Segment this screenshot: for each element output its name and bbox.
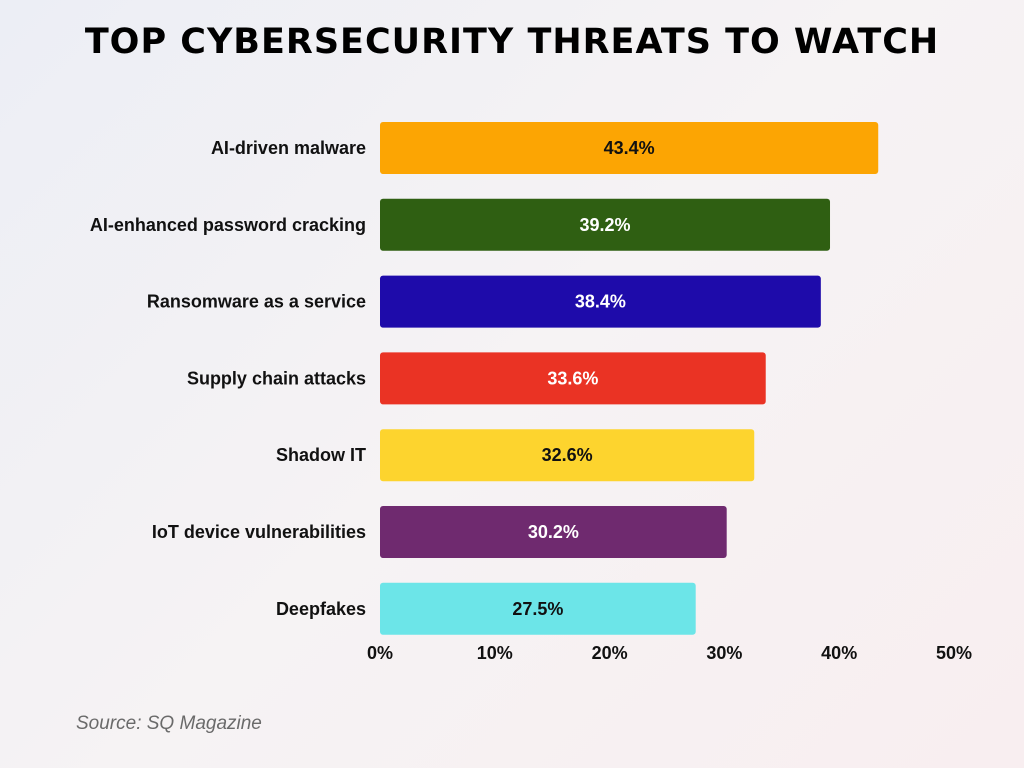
value-label-iot-device-vulnerabilities: 30.2% (528, 522, 579, 542)
chart-title: TOP CYBERSECURITY THREATS TO WATCH (84, 22, 940, 62)
value-label-deepfakes: 27.5% (512, 599, 563, 619)
bar-iot-device-vulnerabilities (380, 506, 727, 558)
value-label-supply-chain-attacks: 33.6% (547, 368, 598, 388)
value-label-ransomware-as-a-service: 38.4% (575, 292, 626, 312)
bar-shadow-it (380, 429, 755, 482)
x-tick-label: 50% (936, 643, 972, 663)
source-note: Source: SQ Magazine (76, 713, 262, 734)
bar-supply-chain-attacks (380, 352, 766, 405)
bar-ransomware-as-a-service (380, 275, 821, 328)
x-tick-label: 40% (821, 643, 857, 663)
x-tick-label: 20% (592, 643, 628, 663)
x-axis-ticks: 0% 10% 20% 30% 40% 50% (367, 643, 972, 663)
x-tick-label: 10% (477, 643, 513, 663)
x-tick-label: 0% (367, 643, 393, 663)
x-tick-label: 30% (706, 643, 742, 663)
category-label-deepfakes: Deepfakes (276, 599, 366, 619)
category-label-ai-enhanced-password-cracking: AI-enhanced password cracking (90, 215, 366, 235)
bar-deepfakes (380, 582, 696, 635)
category-label-ai-driven-malware: AI-driven malware (211, 138, 366, 158)
value-label-ai-driven-malware: 43.4% (604, 138, 655, 158)
category-label-supply-chain-attacks: Supply chain attacks (187, 368, 366, 388)
category-label-iot-device-vulnerabilities: IoT device vulnerabilities (152, 522, 366, 542)
category-label-shadow-it: Shadow IT (276, 445, 366, 465)
bars-group (380, 122, 879, 635)
value-labels: 43.4% 39.2% 38.4% 33.6% 32.6% 30.2% 27.5% (512, 138, 654, 619)
value-label-ai-enhanced-password-cracking: 39.2% (579, 215, 630, 235)
bar-ai-enhanced-password-cracking (380, 198, 831, 251)
bar-ai-driven-malware (380, 122, 879, 174)
category-label-ransomware-as-a-service: Ransomware as a service (147, 292, 366, 312)
value-label-shadow-it: 32.6% (542, 445, 593, 465)
category-labels: AI-driven malware AI-enhanced password cr… (90, 138, 366, 619)
